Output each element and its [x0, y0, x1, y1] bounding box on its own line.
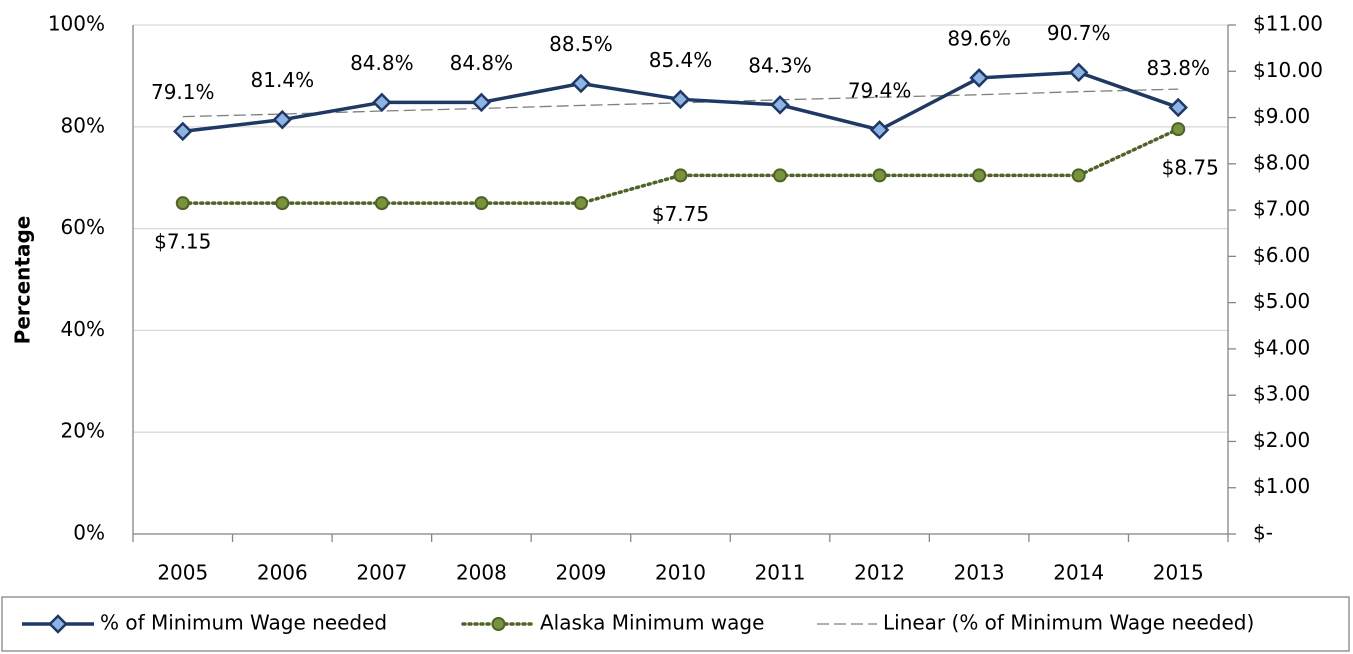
marker [573, 196, 588, 211]
series-line [181, 127, 1180, 205]
legend-marker [491, 617, 506, 631]
y2-tick-label: $7.00 [1253, 197, 1310, 221]
x-tick-label: 2012 [854, 561, 905, 585]
data-label: 81.4% [251, 68, 315, 92]
y-tick-label: 80% [61, 113, 105, 137]
y2-tick-label: $6.00 [1253, 243, 1310, 267]
x-tick-label: 2005 [157, 561, 208, 585]
marker [372, 92, 392, 113]
y-tick-label: 20% [61, 419, 105, 443]
y-axis-label: Percentage [11, 216, 35, 345]
marker [1168, 97, 1188, 118]
marker [275, 196, 290, 211]
x-tick-label: 2008 [456, 561, 507, 585]
marker [972, 168, 987, 183]
data-label: 83.8% [1146, 56, 1210, 80]
data-label: 79.4% [848, 78, 912, 102]
data-label: $7.15 [154, 230, 211, 254]
data-label: 84.3% [748, 53, 812, 77]
marker [1068, 62, 1089, 83]
x-tick-label: 2015 [1153, 561, 1204, 585]
marker [1071, 168, 1086, 183]
data-label: $7.75 [652, 202, 709, 226]
legend-marker [48, 614, 68, 634]
marker [571, 73, 591, 94]
data-label: 84.8% [450, 51, 514, 75]
y2-tick-label: $4.00 [1253, 335, 1310, 359]
y2-tick-label: $8.00 [1253, 150, 1310, 174]
marker [175, 196, 190, 211]
y2-tick-label: $- [1253, 521, 1273, 545]
y-tick-label: 60% [61, 215, 105, 239]
marker [773, 168, 788, 183]
y2-tick-label: $3.00 [1253, 382, 1310, 406]
data-label: 90.7% [1047, 21, 1111, 45]
legend-label: Alaska Minimum wage [540, 611, 764, 635]
y-tick-label: 0% [73, 521, 105, 545]
data-label: 89.6% [947, 26, 1011, 50]
y2-tick-label: $5.00 [1253, 289, 1310, 313]
legend-box [1, 596, 1350, 652]
data-label: 85.4% [649, 48, 713, 72]
x-tick-label: 2006 [257, 561, 308, 585]
y2-tick-label: $11.00 [1253, 12, 1323, 36]
data-label: $8.75 [1162, 156, 1219, 180]
y2-tick-label: $9.00 [1253, 104, 1310, 128]
x-tick-label: 2013 [954, 561, 1005, 585]
y-tick-label: 40% [61, 317, 105, 341]
data-label: 88.5% [549, 32, 613, 56]
legend-label: % of Minimum Wage needed [100, 611, 387, 635]
marker [474, 196, 489, 211]
y-tick-label: 100% [48, 12, 105, 36]
data-label: 84.8% [350, 51, 414, 75]
x-tick-label: 2014 [1053, 561, 1104, 585]
y2-tick-label: $10.00 [1253, 58, 1323, 82]
marker [374, 196, 389, 211]
marker [872, 168, 887, 183]
y2-tick-label: $1.00 [1253, 474, 1310, 498]
marker [969, 68, 989, 88]
marker [673, 168, 688, 183]
x-tick-label: 2011 [755, 561, 806, 585]
legend-label: Linear (% of Minimum Wage needed) [883, 611, 1254, 635]
marker [869, 120, 890, 140]
marker [770, 95, 790, 115]
y2-tick-label: $2.00 [1253, 428, 1310, 452]
marker [272, 109, 293, 130]
x-tick-label: 2010 [655, 561, 706, 585]
x-tick-label: 2009 [556, 561, 607, 585]
marker [1171, 122, 1186, 137]
marker [471, 92, 492, 113]
x-tick-label: 2007 [356, 561, 407, 585]
marker [670, 89, 691, 110]
data-label: 79.1% [151, 80, 215, 104]
marker [173, 121, 193, 142]
